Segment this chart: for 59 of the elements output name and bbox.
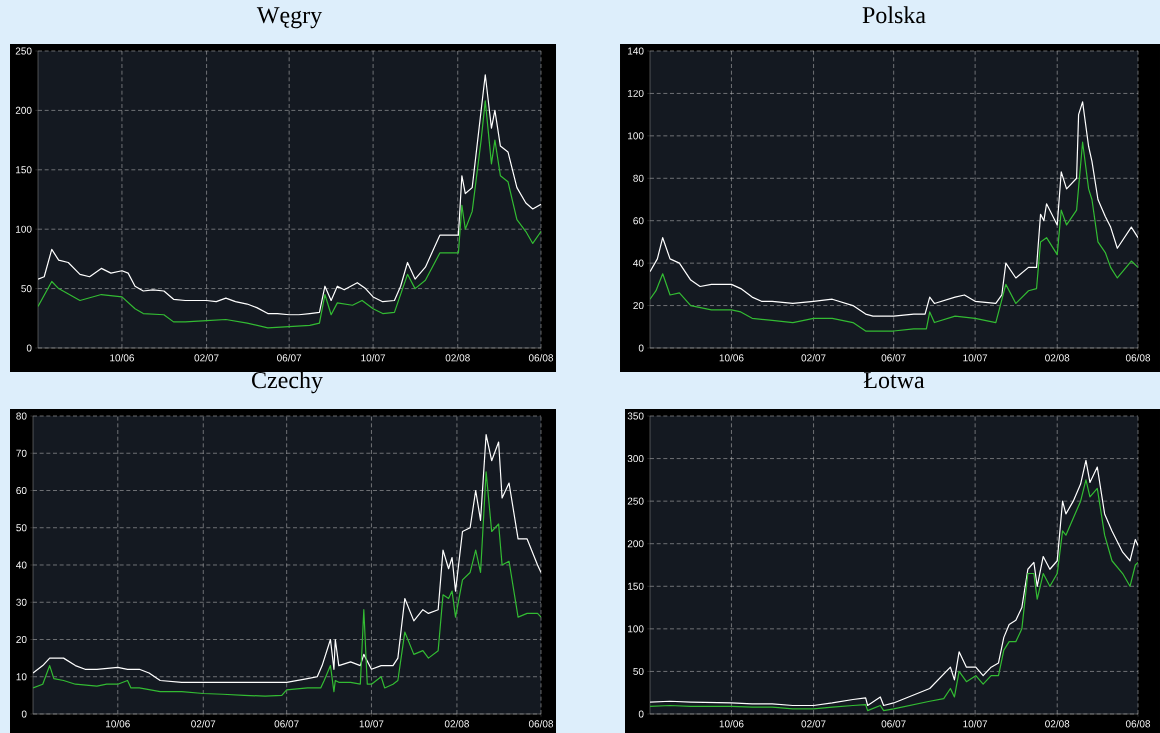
x-tick-label: 06/08: [1125, 720, 1151, 728]
y-tick-label: 0: [26, 344, 32, 352]
x-tick-label: 06/07: [277, 354, 302, 362]
y-tick-label: 40: [16, 561, 27, 569]
x-tick-label: 10/07: [963, 720, 988, 728]
chart-title: Węgry: [256, 7, 323, 29]
y-tick-label: 150: [16, 166, 32, 174]
chart-title: Łotwa: [863, 372, 925, 389]
chart-title: Czechy: [252, 371, 323, 394]
y-tick-label: 100: [628, 132, 644, 140]
y-tick-label: 0: [21, 710, 27, 718]
y-tick-label: 0: [638, 710, 644, 718]
y-tick-label: 250: [627, 497, 644, 505]
y-tick-label: 20: [16, 635, 27, 644]
x-tick-label: 06/07: [274, 720, 299, 728]
x-tick-label: 06/08: [528, 720, 554, 728]
x-tick-label: 02/07: [801, 720, 826, 728]
y-tick-label: 80: [633, 174, 644, 182]
x-tick-label: 10/06: [110, 354, 135, 362]
chart-title: Polska: [862, 6, 926, 24]
y-tick-label: 0: [638, 344, 644, 352]
y-tick-label: 200: [627, 540, 644, 548]
x-tick-label: 06/07: [881, 354, 906, 362]
x-tick-label: 10/07: [359, 720, 384, 728]
x-tick-label: 06/07: [881, 720, 906, 728]
y-tick-label: 70: [16, 449, 27, 457]
x-tick-label: 06/08: [528, 354, 554, 362]
y-tick-label: 30: [16, 598, 27, 606]
y-tick-label: 50: [21, 285, 32, 293]
y-tick-label: 140: [628, 47, 644, 55]
y-tick-label: 60: [16, 486, 27, 495]
y-tick-label: 100: [16, 225, 32, 233]
y-tick-label: 150: [628, 582, 644, 590]
y-tick-label: 80: [16, 412, 27, 420]
x-tick-label: 02/08: [445, 354, 470, 362]
y-tick-label: 40: [633, 259, 644, 267]
y-tick-label: 120: [628, 89, 644, 97]
x-tick-label: 10/07: [361, 354, 386, 362]
y-tick-label: 100: [628, 625, 644, 633]
x-tick-label: 02/07: [801, 354, 826, 362]
y-tick-label: 50: [633, 667, 644, 675]
x-tick-label: 06/08: [1125, 354, 1151, 362]
x-tick-label: 02/08: [444, 720, 469, 728]
y-tick-label: 50: [16, 524, 27, 532]
y-tick-label: 300: [627, 455, 644, 463]
x-tick-label: 02/07: [194, 354, 219, 362]
x-tick-label: 02/08: [1045, 354, 1070, 362]
x-tick-label: 10/06: [106, 720, 130, 728]
x-tick-label: 02/08: [1045, 720, 1070, 728]
y-tick-label: 250: [15, 47, 32, 55]
y-tick-label: 350: [627, 412, 644, 420]
x-tick-label: 02/07: [191, 720, 216, 728]
y-tick-label: 20: [633, 302, 644, 310]
y-tick-label: 10: [16, 673, 27, 681]
x-tick-label: 10/07: [963, 354, 988, 362]
y-tick-label: 60: [633, 217, 644, 225]
x-tick-label: 10/06: [719, 354, 744, 362]
x-tick-label: 10/06: [719, 720, 744, 728]
y-tick-label: 200: [15, 106, 32, 114]
